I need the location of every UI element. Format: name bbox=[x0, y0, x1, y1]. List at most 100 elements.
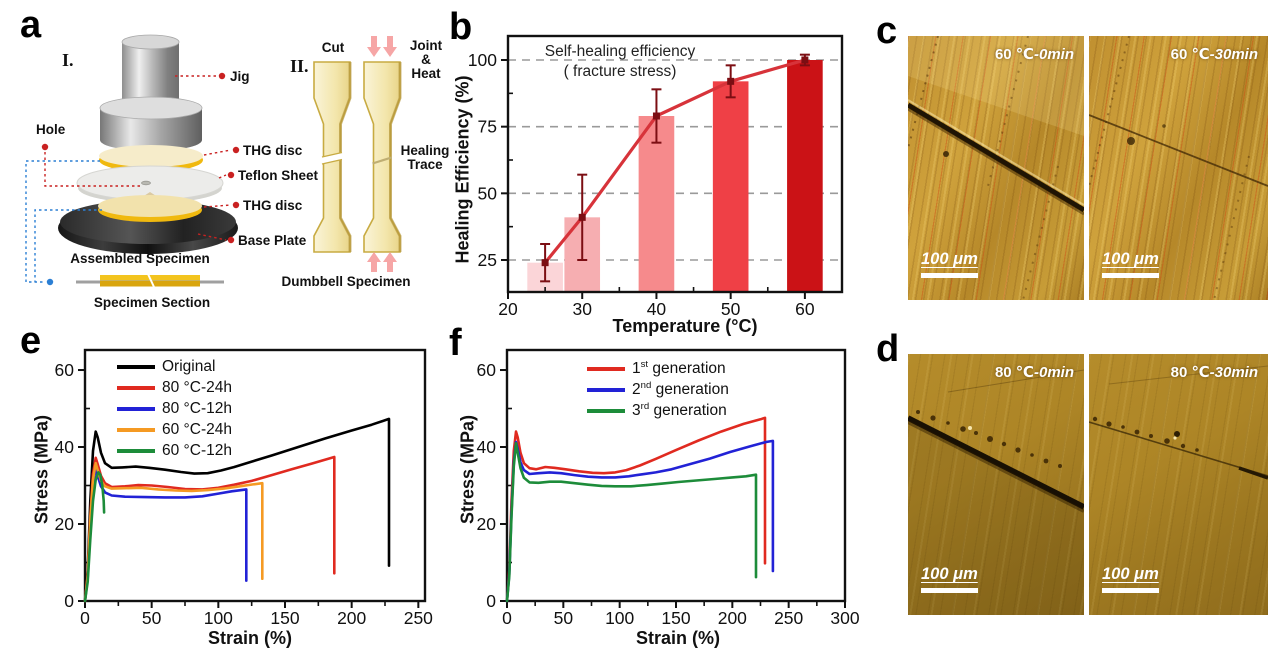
scale-indicator: 100 μm bbox=[1102, 250, 1159, 278]
dumbbell-cut-specimen bbox=[313, 61, 352, 253]
x-tick-label: 40 bbox=[647, 299, 667, 319]
legend-swatch bbox=[117, 364, 155, 369]
temp-label: 80 ℃ bbox=[1170, 364, 1210, 381]
plot-border bbox=[83, 348, 427, 603]
thg-bottom-dot bbox=[232, 201, 240, 209]
legend-sup: rd bbox=[640, 400, 650, 412]
thg-disc-top-label: THG disc bbox=[243, 143, 303, 158]
time-label: -30min bbox=[1209, 46, 1258, 63]
debris-particle bbox=[1092, 416, 1098, 422]
scale-text: 100 μm bbox=[1102, 565, 1159, 583]
legend-sup: nd bbox=[640, 379, 652, 391]
chart-b-annotation: Self-healing efficiency ( fracture stres… bbox=[515, 42, 725, 82]
cut-label: Cut bbox=[322, 40, 345, 55]
chart-b-ylabel: Healing Efficiency (%) bbox=[452, 75, 473, 264]
debris-particle bbox=[1164, 438, 1170, 444]
debris-particle bbox=[1127, 137, 1135, 145]
legend-text: generation bbox=[649, 402, 727, 420]
legend-text: generation bbox=[651, 381, 729, 399]
teflon-leader bbox=[218, 174, 227, 179]
legend-label: 2nd generation bbox=[632, 380, 729, 399]
debris-particle bbox=[1149, 434, 1153, 438]
y-tick-label: 100 bbox=[468, 50, 497, 70]
debris-particle bbox=[1195, 448, 1199, 452]
debris-particles bbox=[1092, 416, 1199, 452]
cut-edge-top bbox=[321, 151, 343, 158]
micrograph-label: 60 ℃-30min bbox=[1171, 45, 1258, 63]
y-tick-label: 50 bbox=[478, 183, 498, 203]
dumbbell-left-shade bbox=[339, 62, 352, 252]
series-60-°C-12h bbox=[83, 471, 106, 603]
specimen-section-caption: Specimen Section bbox=[94, 295, 210, 310]
hole-label: Hole bbox=[36, 122, 66, 137]
speckle-band bbox=[1089, 36, 1130, 187]
x-tick-label: 300 bbox=[830, 608, 859, 628]
y-tick-label: 20 bbox=[55, 514, 75, 534]
collar-bottom bbox=[100, 129, 202, 151]
legend-label: 60 °C-12h bbox=[162, 441, 232, 459]
data-marker bbox=[801, 56, 809, 64]
y-tick-label: 60 bbox=[477, 360, 497, 380]
bar-60 bbox=[787, 60, 823, 292]
micrograph-label: 60 ℃-0min bbox=[995, 45, 1074, 63]
time-label: -0min bbox=[1033, 46, 1074, 63]
thg-top-dot bbox=[232, 146, 240, 154]
dumbbell-specimen-caption: Dumbbell Specimen bbox=[281, 274, 410, 289]
blue-leader-2 bbox=[34, 209, 102, 282]
bright-speck bbox=[1173, 436, 1177, 440]
debris-particle bbox=[943, 151, 949, 157]
blue-leader-lines bbox=[25, 160, 102, 283]
debris-particle bbox=[1058, 464, 1062, 468]
healing-trace-label-2: Trace bbox=[407, 157, 443, 172]
up-arrow-icon bbox=[383, 252, 397, 272]
y-tick-label: 60 bbox=[55, 360, 75, 380]
x-tick-label: 150 bbox=[270, 608, 299, 628]
sheen bbox=[908, 36, 1084, 136]
base-dot bbox=[227, 236, 235, 244]
legend-ordinal: 3 bbox=[632, 402, 641, 420]
thg-top-face bbox=[99, 145, 203, 167]
temp-label: 60 ℃ bbox=[1170, 46, 1210, 63]
crack-line bbox=[908, 102, 1084, 213]
y-tick-label: 20 bbox=[477, 514, 497, 534]
data-marker bbox=[652, 112, 660, 120]
jig-label: Jig bbox=[230, 69, 250, 84]
x-tick-label: 0 bbox=[80, 608, 90, 628]
temp-label: 80 ℃ bbox=[994, 364, 1034, 381]
x-tick-label: 0 bbox=[502, 608, 512, 628]
specimen-assembly-diagram: I. bbox=[25, 34, 449, 310]
legend-item: 80 °C-24h bbox=[117, 377, 232, 398]
legend-label: Original bbox=[162, 357, 216, 375]
time-label: -0min bbox=[1033, 364, 1074, 381]
callout-leader-lines bbox=[44, 75, 232, 241]
x-tick-label: 150 bbox=[661, 608, 690, 628]
y-tick-label: 40 bbox=[477, 437, 497, 457]
x-tick-label: 20 bbox=[498, 299, 518, 319]
series-80-°C-24h bbox=[83, 455, 336, 603]
debris-particle bbox=[1106, 421, 1112, 427]
thg-disc-bottom bbox=[98, 195, 202, 222]
scale-text: 100 μm bbox=[1102, 250, 1159, 268]
stress-strain-conditions-chart: 0 50 100 150 200 250 0 20 40 60 bbox=[55, 348, 433, 628]
chart-b-title: Self-healing efficiency bbox=[544, 43, 696, 60]
x-tick-label: 200 bbox=[718, 608, 747, 628]
legend-item: 1st generation bbox=[587, 358, 729, 379]
part-two-heading: II. bbox=[290, 56, 309, 76]
thg-bottom-face bbox=[98, 195, 202, 217]
callout-dots bbox=[41, 72, 240, 244]
legend-ordinal: 1 bbox=[632, 360, 641, 378]
speckle-band bbox=[1213, 155, 1250, 300]
scale-indicator: 100 μm bbox=[921, 250, 978, 278]
panel-f-label: f bbox=[449, 322, 462, 364]
chart-e-xlabel: Strain (%) bbox=[207, 628, 292, 648]
legend-label: 1st generation bbox=[632, 359, 726, 378]
legend-swatch bbox=[587, 408, 625, 413]
x-tick-label: 250 bbox=[774, 608, 803, 628]
teflon-dot bbox=[227, 171, 235, 179]
legend-item: 3rd generation bbox=[587, 400, 729, 421]
scratch-line bbox=[1108, 365, 1268, 385]
down-arrow-icon bbox=[383, 36, 397, 57]
part-one-heading: I. bbox=[62, 50, 74, 70]
chart-b-subtitle: ( fracture stress) bbox=[563, 63, 677, 80]
legend-item: 60 °C-12h bbox=[117, 440, 232, 461]
